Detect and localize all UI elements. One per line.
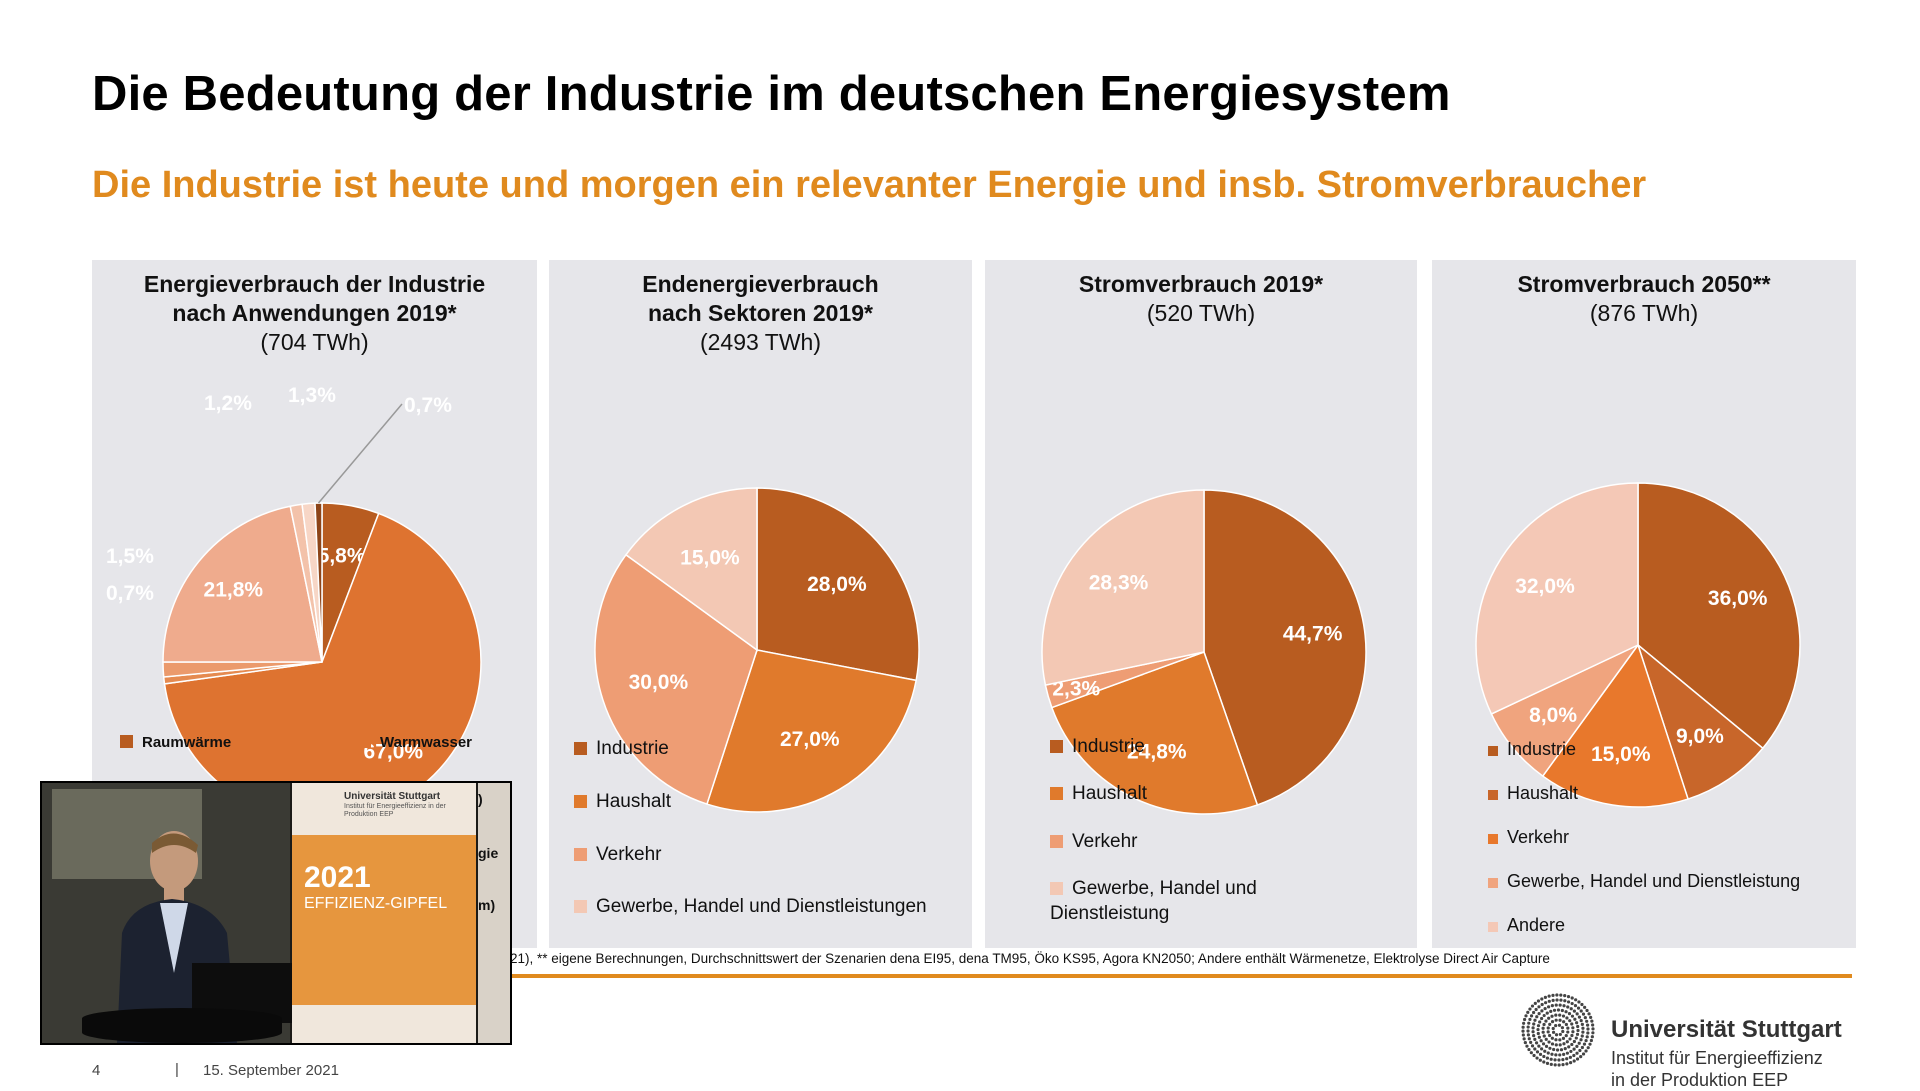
chart-title-4-line1: Stromverbrauch 2050**: [1517, 271, 1771, 297]
institute-line-1: Institut für Energieeffizienz: [1611, 1048, 1823, 1068]
pie-slice: [314, 502, 323, 663]
chart-total-3: (520 TWh): [1146, 300, 1256, 326]
cutoff-text-2: gie: [478, 845, 499, 861]
data-label: 15,0%: [680, 547, 740, 570]
legend-item-ghd: Gewerbe, Handel und Dienstleistung: [1050, 878, 1257, 924]
footer-separator: |: [175, 1061, 179, 1078]
legend-item-haushalt: Haushalt: [1050, 783, 1147, 805]
data-label: 36,0%: [1708, 587, 1768, 610]
data-label: 0,7%: [404, 394, 452, 417]
data-label: 9,0%: [1676, 725, 1724, 748]
pie-slice: [705, 649, 918, 813]
cutoff-text-1: ): [478, 791, 483, 807]
video-overlay[interactable]: Universität Stuttgart Institut für Energ…: [40, 781, 512, 1045]
chart-total-4: (876 TWh): [1589, 300, 1699, 326]
legend-item-industrie: Industrie: [1488, 739, 1576, 760]
pie-slice: [1636, 642, 1764, 801]
chart-title-2-line2: nach Sektoren 2019*: [647, 300, 873, 326]
legend-item-warmwasser: Warmwasser: [358, 734, 472, 751]
label-leader-line: [317, 403, 403, 504]
legend-item-verkehr: Verkehr: [1488, 827, 1569, 848]
pie-slice: [1637, 482, 1801, 750]
chart-title-1-line2: nach Anwendungen 2019*: [172, 300, 457, 326]
legend-item-ghd: Gewerbe, Handel und Dienstleistung: [1488, 871, 1800, 892]
chart-title-4: Stromverbrauch 2050** (876 TWh): [1432, 270, 1856, 328]
legend-item-raumwaerme: Raumwärme: [120, 734, 231, 751]
video-event-name: EFFIZIENZ-GIPFEL: [304, 895, 448, 912]
footnote: 21), ** eigene Berechnungen, Durchschnit…: [510, 951, 1550, 966]
chart-title-2-line1: Endenergieverbrauch: [642, 271, 879, 297]
legend-item-andere: Andere: [1488, 915, 1565, 936]
pie-slice: [756, 487, 920, 682]
data-label: 1,5%: [106, 545, 154, 568]
chart-total-2: (2493 TWh): [699, 329, 821, 355]
data-label: 67,0%: [364, 741, 424, 764]
chart-title-3-line1: Stromverbrauch 2019*: [1078, 271, 1324, 297]
data-label: 21,8%: [204, 579, 264, 602]
video-banner-orange: [292, 835, 476, 1005]
chart-title-3: Stromverbrauch 2019* (520 TWh): [985, 270, 1417, 328]
data-label: 28,0%: [807, 573, 867, 596]
institute-name: Institut für Energieeffizienz in der Pro…: [1611, 1047, 1823, 1091]
legend-item-ghd: Gewerbe, Handel und Dienstleistungen: [574, 896, 927, 918]
data-label: 1,3%: [288, 384, 336, 407]
video-banner-institute: Institut für Energieeffizienz in der Pro…: [344, 803, 446, 818]
video-event-year: 2021: [304, 861, 371, 894]
chart-panel-4: Stromverbrauch 2050** (876 TWh) 36,0% 9,0…: [1432, 260, 1856, 948]
chart-panel-2: Endenergieverbrauch nach Sektoren 2019* …: [549, 260, 972, 948]
chart-panel-3: Stromverbrauch 2019* (520 TWh) 44,7% 24,8…: [985, 260, 1417, 948]
pie-slice: [162, 505, 323, 663]
legend-item-industrie: Industrie: [574, 738, 669, 760]
chart-title-1: Energieverbrauch der Industrie nach Anwe…: [92, 270, 537, 357]
video-banner-university: Universität Stuttgart: [344, 791, 441, 802]
data-label: 2,3%: [1052, 677, 1100, 700]
pie-slice: [1203, 489, 1367, 806]
data-label: 15,0%: [1591, 743, 1651, 766]
footer-divider: [92, 974, 1852, 978]
data-label: 32,0%: [1515, 575, 1575, 598]
video-slide-cutoff: ) gie m): [478, 783, 510, 1043]
chart-title-2: Endenergieverbrauch nach Sektoren 2019* …: [549, 270, 972, 357]
data-label: 30,0%: [629, 671, 689, 694]
legend-item-industrie: Industrie: [1050, 736, 1145, 758]
data-label: 24,8%: [1127, 741, 1187, 764]
pie-slice: [624, 487, 758, 652]
pie-slice: [1050, 651, 1259, 815]
legend-item-verkehr: Verkehr: [574, 844, 661, 866]
data-label: 44,7%: [1283, 623, 1343, 646]
legend-item-verkehr: Verkehr: [1050, 831, 1137, 853]
pie-chart-2: 28,0% 27,0% 30,0% 15,0%: [594, 487, 920, 813]
legend-item-haushalt: Haushalt: [1488, 783, 1578, 804]
pie-chart-1: 5,8% 67,0% 0,7% 1,5% 21,8% 1,2% 1,3% 0,7%: [106, 384, 482, 822]
page-subtitle: Die Industrie ist heute und morgen ein r…: [92, 164, 1647, 206]
university-name: Universität Stuttgart: [1611, 1016, 1842, 1043]
institute-line-2: in der Produktion EEP: [1611, 1070, 1789, 1090]
video-desk: [82, 1008, 282, 1043]
data-label: 5,8%: [318, 545, 366, 568]
chart-total-1: (704 TWh): [260, 329, 369, 355]
data-label: 0,7%: [106, 582, 154, 605]
page-number: 4: [92, 1062, 101, 1079]
pie-slice: [594, 553, 758, 806]
chart-title-1-line1: Energieverbrauch der Industrie: [143, 271, 486, 297]
data-label: 8,0%: [1529, 704, 1577, 727]
cutoff-text-3: m): [478, 897, 496, 913]
data-label: 1,2%: [204, 392, 252, 415]
pie-slice: [1041, 489, 1205, 686]
legend-item-haushalt: Haushalt: [574, 791, 671, 813]
pie-slice: [1475, 482, 1639, 715]
footer-date: 15. September 2021: [203, 1062, 339, 1079]
university-logo-icon: [1521, 993, 1595, 1067]
page-title: Die Bedeutung der Industrie im deutschen…: [92, 67, 1451, 121]
pie-chart-3: 44,7% 24,8% 2,3% 28,3%: [1041, 489, 1367, 815]
data-label: 27,0%: [780, 728, 840, 751]
pie-chart-4: 36,0% 9,0% 15,0% 8,0% 32,0%: [1475, 482, 1801, 808]
pie-slice: [1541, 643, 1690, 808]
data-label: 28,3%: [1089, 572, 1149, 595]
